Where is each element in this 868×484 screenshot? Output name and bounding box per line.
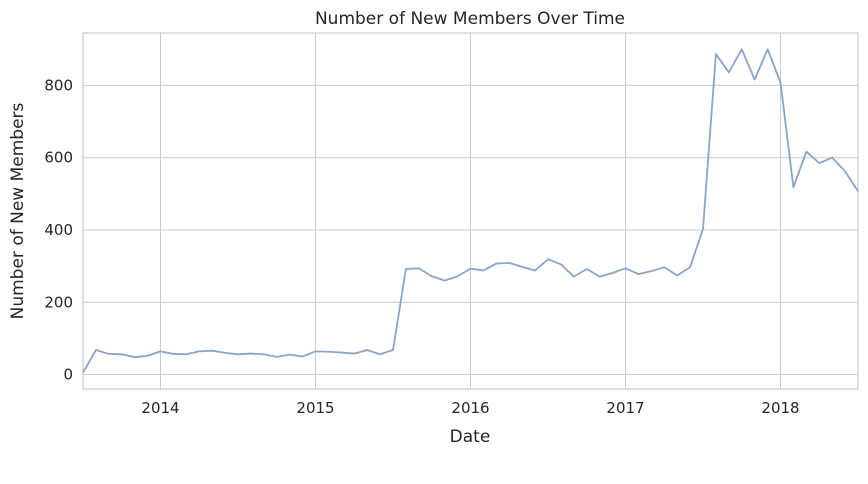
y-tick-label: 600: [44, 149, 73, 167]
x-tick-label: 2016: [451, 399, 489, 417]
x-tick-labels: 2014 2015 2016 2017 2018: [141, 399, 799, 417]
y-tick-labels: 0 200 400 600 800: [44, 76, 73, 383]
plot-frame: [82, 32, 859, 390]
x-axis-label: Date: [450, 427, 491, 447]
x-tick-label: 2015: [296, 399, 334, 417]
y-tick-label: 200: [44, 293, 73, 311]
x-tick-label: 2018: [761, 399, 799, 417]
gridlines: [83, 33, 858, 389]
x-tick-label: 2017: [606, 399, 644, 417]
y-tick-label: 800: [44, 76, 73, 94]
x-tick-label: 2014: [141, 399, 179, 417]
y-axis-label: Number of New Members: [8, 102, 28, 319]
chart-title: Number of New Members Over Time: [315, 9, 625, 29]
y-tick-label: 400: [44, 221, 73, 239]
y-tick-label: 0: [63, 366, 73, 384]
series-lines: [82, 48, 859, 374]
series-line-0: [82, 48, 859, 374]
